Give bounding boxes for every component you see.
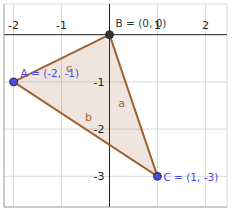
svg-text:1: 1: [154, 19, 161, 32]
svg-text:B = (0, 0): B = (0, 0): [115, 16, 167, 29]
svg-text:-3: -3: [94, 170, 105, 183]
svg-text:a: a: [118, 97, 125, 110]
svg-text:-1: -1: [94, 76, 105, 89]
svg-text:b: b: [85, 111, 92, 124]
svg-text:C = (1, -3): C = (1, -3): [163, 171, 218, 183]
svg-text:-1: -1: [56, 19, 67, 32]
svg-text:A = (-2, -1): A = (-2, -1): [21, 67, 79, 79]
svg-text:-2: -2: [94, 123, 105, 136]
svg-text:2: 2: [202, 19, 209, 32]
svg-text:-2: -2: [8, 19, 19, 32]
